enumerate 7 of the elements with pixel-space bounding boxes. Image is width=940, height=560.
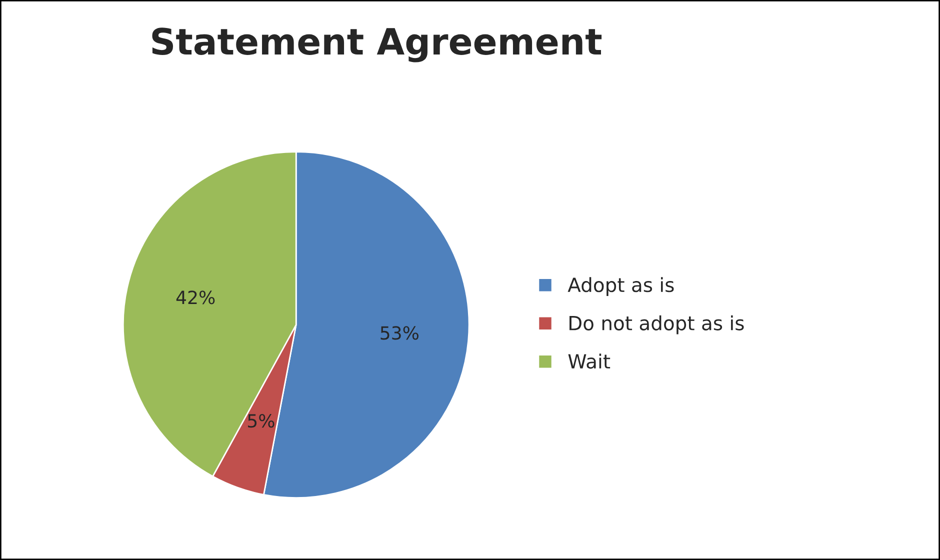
legend-label: Do not adopt as is <box>570 315 744 334</box>
data-label: 42% <box>176 290 215 304</box>
legend-label: Adopt as is <box>568 277 674 296</box>
data-label: 5% <box>248 414 274 428</box>
legend-label: Wait <box>568 354 610 369</box>
data-label: 53% <box>380 326 418 340</box>
chart-title: Statement Agreement <box>152 28 602 62</box>
